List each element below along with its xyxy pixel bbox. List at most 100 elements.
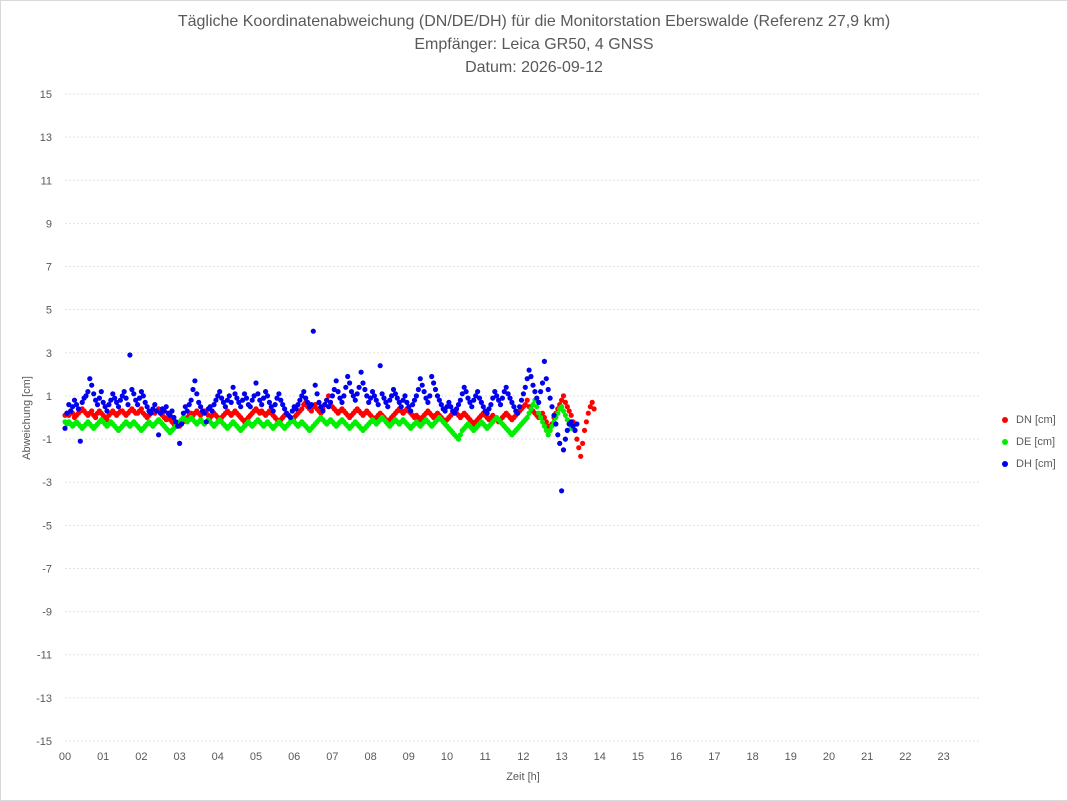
legend-item-dh[interactable]: DH [cm] <box>1002 453 1056 475</box>
data-point <box>320 408 326 414</box>
legend-item-de[interactable]: DE [cm] <box>1002 431 1056 453</box>
x-axis-label: Zeit [h] <box>506 771 540 783</box>
data-point <box>350 393 356 399</box>
data-point <box>308 402 314 408</box>
data-point <box>73 402 80 408</box>
x-tick-label: 17 <box>708 751 720 763</box>
x-tick-label: 18 <box>746 751 758 763</box>
data-point <box>501 389 507 395</box>
data-point <box>360 380 366 386</box>
data-point <box>110 391 116 397</box>
data-point <box>356 384 362 390</box>
data-point <box>347 380 353 386</box>
data-point <box>247 404 253 410</box>
data-point <box>119 393 125 399</box>
data-point <box>343 384 349 390</box>
data-point <box>371 393 377 399</box>
data-point <box>251 393 257 399</box>
data-point <box>104 417 110 423</box>
data-point <box>478 399 484 405</box>
data-point <box>220 399 227 405</box>
data-point <box>541 423 548 429</box>
data-point <box>89 382 95 388</box>
data-point <box>114 399 120 405</box>
data-point <box>299 393 305 399</box>
data-point <box>303 395 309 401</box>
data-point <box>226 393 232 399</box>
data-point <box>62 425 68 431</box>
data-point <box>329 393 335 399</box>
data-point <box>100 399 106 405</box>
data-point <box>230 384 236 390</box>
data-point <box>177 440 183 446</box>
data-point <box>574 421 580 427</box>
data-point <box>400 397 406 403</box>
data-point <box>484 410 490 416</box>
y-tick-label: 1 <box>46 391 52 403</box>
data-point <box>541 358 548 364</box>
data-point <box>463 389 469 395</box>
y-tick-label: -5 <box>42 520 52 532</box>
data-point <box>341 393 347 399</box>
data-point <box>490 395 496 401</box>
data-point <box>547 395 553 401</box>
data-point <box>289 408 295 414</box>
legend-label-dn: DN [cm] <box>1016 414 1056 426</box>
data-point <box>142 399 148 405</box>
x-tick-label: 12 <box>517 751 529 763</box>
data-point <box>448 404 454 410</box>
data-point <box>87 376 93 382</box>
data-point <box>442 408 448 414</box>
data-point <box>373 397 379 403</box>
data-point <box>358 369 364 375</box>
data-point <box>150 406 156 412</box>
chart-title-line-1: Tägliche Koordinatenabweichung (DN/DE/DH… <box>177 13 891 30</box>
data-point <box>528 373 534 380</box>
data-point <box>85 389 91 395</box>
data-point <box>308 408 314 414</box>
data-points <box>62 328 597 494</box>
data-point <box>276 391 282 397</box>
data-point <box>562 412 569 418</box>
data-point <box>331 386 337 393</box>
data-point <box>348 389 355 395</box>
data-point <box>369 389 376 395</box>
data-point <box>413 393 419 399</box>
data-point <box>415 386 421 393</box>
data-point <box>272 402 278 408</box>
data-point <box>591 406 597 412</box>
data-point <box>411 397 418 403</box>
data-point <box>98 389 104 395</box>
data-point <box>91 391 97 397</box>
data-point <box>121 389 127 395</box>
data-point <box>133 397 139 403</box>
y-tick-label: 11 <box>41 175 52 187</box>
y-tick-label: 13 <box>40 132 52 144</box>
data-point <box>377 363 383 369</box>
data-point <box>138 389 144 395</box>
data-point <box>421 389 427 395</box>
data-point <box>186 402 192 408</box>
data-point <box>83 393 89 399</box>
data-point <box>209 408 215 414</box>
data-point <box>270 408 276 414</box>
data-point <box>203 419 209 425</box>
data-point <box>455 402 462 408</box>
y-tick-label: 5 <box>46 305 52 317</box>
legend-marker-dh <box>1002 461 1008 467</box>
data-point <box>568 419 574 425</box>
data-point <box>224 397 230 403</box>
data-point <box>222 404 228 410</box>
data-point <box>66 402 72 408</box>
data-point <box>476 395 483 401</box>
data-point <box>316 399 322 405</box>
data-point <box>175 423 181 429</box>
data-point <box>419 382 425 388</box>
x-tick-label: 00 <box>59 751 71 763</box>
data-point <box>518 397 525 403</box>
data-point <box>507 395 513 401</box>
legend-item-dn[interactable]: DN [cm] <box>1002 409 1056 431</box>
data-point <box>423 395 429 401</box>
data-point <box>184 408 190 414</box>
data-point <box>215 393 221 399</box>
